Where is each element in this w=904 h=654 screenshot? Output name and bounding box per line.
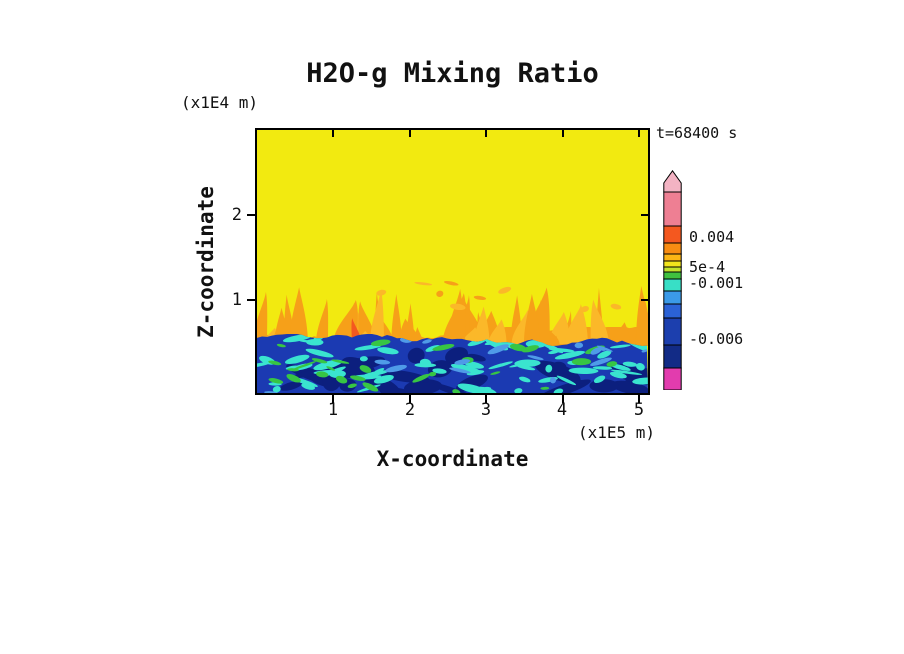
tick-mark <box>641 299 648 301</box>
tick-mark <box>485 395 487 403</box>
colorbar-value-label: -0.006 <box>689 329 744 348</box>
y-tick-label: 1 <box>231 290 242 310</box>
y-tick-label: 2 <box>231 205 242 225</box>
tick-mark <box>408 130 411 137</box>
colorbar-segment <box>663 253 682 262</box>
x-tick-label: 3 <box>480 400 492 420</box>
colorbar-segment <box>663 225 682 244</box>
colorbar-segment <box>663 303 682 319</box>
tick-mark <box>332 130 334 137</box>
x-tick-label: 5 <box>633 400 645 420</box>
colorbar-segment <box>663 242 682 255</box>
colorbar-labels: 0.004 5e-4 -0.001 -0.006 <box>689 170 769 390</box>
plot-frame <box>255 128 650 395</box>
y-axis-unit-label: (x1E4 m) <box>180 93 258 112</box>
x-axis-label: X-coordinate <box>376 447 529 471</box>
tick-mark <box>332 395 334 403</box>
time-annotation: t=68400 s <box>656 124 738 142</box>
colorbar-segment <box>663 290 682 305</box>
chart-title: H2O-g Mixing Ratio <box>306 58 599 89</box>
tick-mark <box>641 214 648 216</box>
colorbar-segment <box>663 317 682 346</box>
colorbar-segment <box>663 271 682 280</box>
colorbar <box>663 169 682 391</box>
colorbar-segment <box>663 367 682 391</box>
tick-mark <box>247 299 255 301</box>
tick-mark <box>561 395 564 403</box>
x-tick-label: 4 <box>556 400 568 420</box>
colorbar-value-label: -0.001 <box>689 274 744 293</box>
x-axis-unit-label: (x1E5 m) <box>577 423 655 442</box>
tick-mark <box>247 214 255 216</box>
heatmap-canvas <box>257 130 648 393</box>
colorbar-segment <box>663 266 682 273</box>
tick-mark <box>561 130 564 137</box>
colorbar-segment <box>663 278 682 292</box>
colorbar-value-label: 5e-4 <box>689 258 726 277</box>
tick-mark <box>408 395 411 403</box>
colorbar-segment <box>663 260 682 268</box>
colorbar-segment <box>663 191 682 227</box>
tick-mark <box>638 395 640 403</box>
y-axis-label: Z-coordinate <box>194 186 218 338</box>
x-tick-label: 1 <box>327 400 339 420</box>
colorbar-arrow <box>663 169 682 193</box>
colorbar-segment <box>663 344 682 369</box>
tick-mark <box>485 130 487 137</box>
x-tick-label: 2 <box>404 400 416 420</box>
colorbar-value-label: 0.004 <box>689 228 735 247</box>
tick-mark <box>638 130 640 137</box>
